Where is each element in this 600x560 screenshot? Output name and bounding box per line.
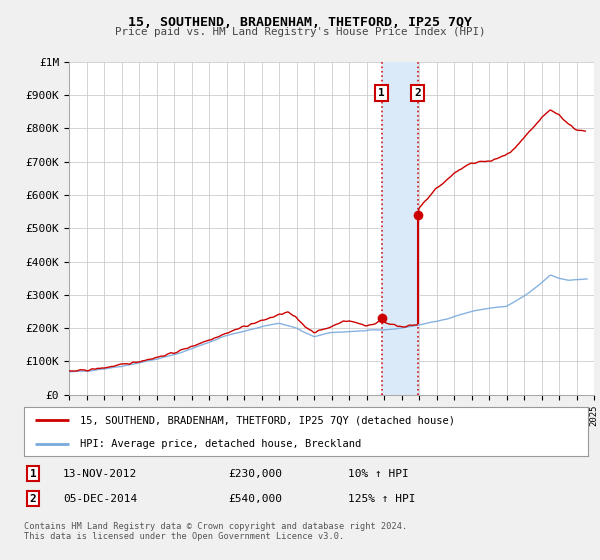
Text: 2: 2 xyxy=(414,88,421,98)
Text: 10% ↑ HPI: 10% ↑ HPI xyxy=(348,469,409,479)
Text: 125% ↑ HPI: 125% ↑ HPI xyxy=(348,494,415,504)
Bar xyxy=(382,62,418,395)
Text: 15, SOUTHEND, BRADENHAM, THETFORD, IP25 7QY (detached house): 15, SOUTHEND, BRADENHAM, THETFORD, IP25 … xyxy=(80,416,455,426)
Text: Contains HM Land Registry data © Crown copyright and database right 2024.: Contains HM Land Registry data © Crown c… xyxy=(24,522,407,531)
Text: 1: 1 xyxy=(379,88,385,98)
Text: 2: 2 xyxy=(29,494,37,504)
Text: 13-NOV-2012: 13-NOV-2012 xyxy=(63,469,137,479)
Text: £540,000: £540,000 xyxy=(228,494,282,504)
Text: Price paid vs. HM Land Registry's House Price Index (HPI): Price paid vs. HM Land Registry's House … xyxy=(115,27,485,37)
Text: 05-DEC-2014: 05-DEC-2014 xyxy=(63,494,137,504)
Text: 1: 1 xyxy=(29,469,37,479)
Text: 15, SOUTHEND, BRADENHAM, THETFORD, IP25 7QY: 15, SOUTHEND, BRADENHAM, THETFORD, IP25 … xyxy=(128,16,472,29)
Text: This data is licensed under the Open Government Licence v3.0.: This data is licensed under the Open Gov… xyxy=(24,532,344,541)
Text: HPI: Average price, detached house, Breckland: HPI: Average price, detached house, Brec… xyxy=(80,439,362,449)
Text: £230,000: £230,000 xyxy=(228,469,282,479)
